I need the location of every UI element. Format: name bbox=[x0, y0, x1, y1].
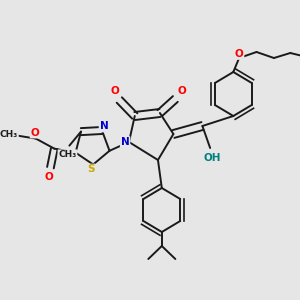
Text: CH₃: CH₃ bbox=[0, 130, 18, 139]
Text: S: S bbox=[88, 164, 95, 175]
Text: CH₃: CH₃ bbox=[58, 150, 76, 159]
Text: N: N bbox=[100, 122, 108, 131]
Text: O: O bbox=[110, 86, 119, 96]
Text: O: O bbox=[178, 86, 187, 96]
Text: O: O bbox=[235, 49, 244, 59]
Text: OH: OH bbox=[203, 153, 221, 163]
Text: O: O bbox=[44, 172, 53, 182]
Text: N: N bbox=[121, 137, 130, 147]
Text: O: O bbox=[31, 128, 39, 138]
